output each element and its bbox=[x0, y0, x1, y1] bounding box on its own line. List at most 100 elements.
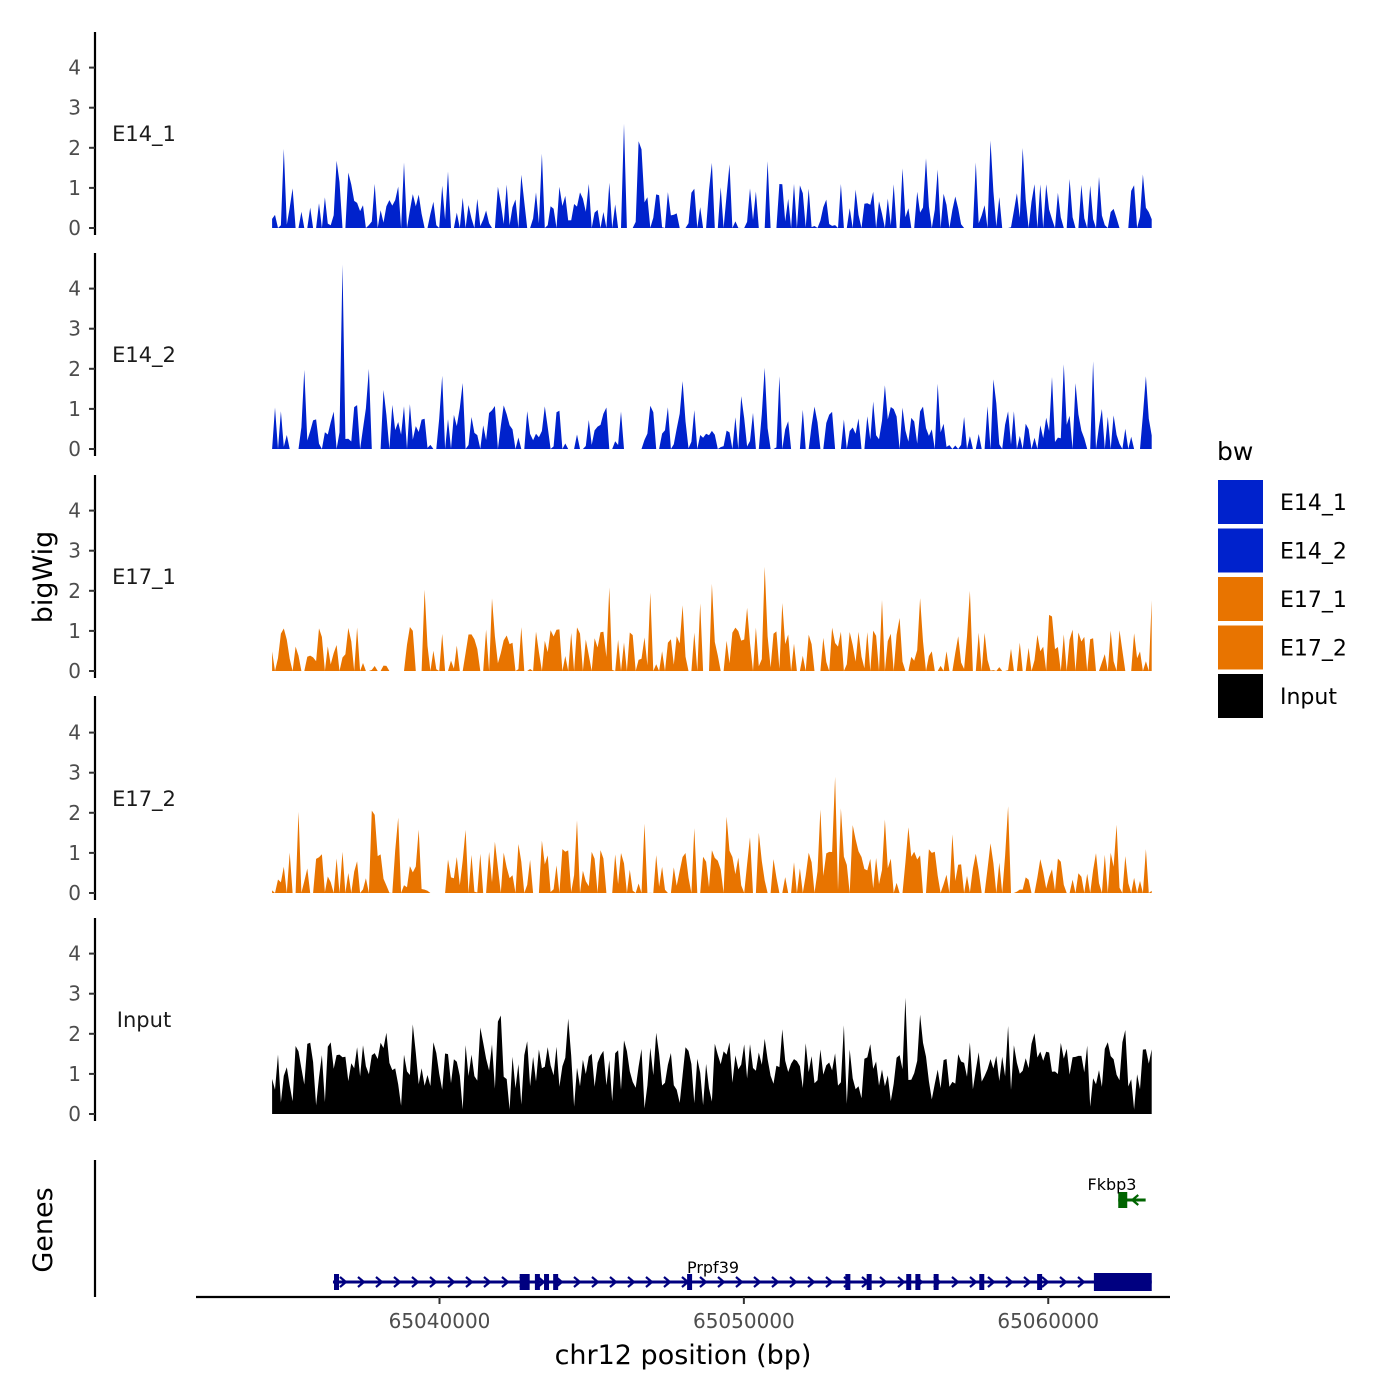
strand-arrow bbox=[609, 1276, 618, 1288]
track-e14-2: 0 1 2 3 4 E14_2 bbox=[68, 253, 1152, 461]
signal-area bbox=[272, 997, 1152, 1114]
track-e14-1: 0 1 2 3 4 E14_1 bbox=[68, 32, 1152, 240]
exon bbox=[906, 1274, 912, 1290]
y-tick-label: 4 bbox=[68, 499, 81, 523]
exon bbox=[915, 1274, 921, 1290]
exon bbox=[933, 1274, 939, 1290]
legend-label: E17_2 bbox=[1280, 637, 1347, 662]
gene-label: Prpf39 bbox=[687, 1258, 739, 1277]
legend-label: E17_1 bbox=[1280, 588, 1347, 613]
y-tick-label: 1 bbox=[68, 176, 81, 200]
strand-arrow bbox=[501, 1276, 510, 1288]
x-tick-label: 65060000 bbox=[997, 1309, 1099, 1333]
exon-utr bbox=[1093, 1273, 1152, 1291]
y-tick-label: 0 bbox=[68, 437, 81, 461]
signal-area bbox=[272, 776, 1152, 893]
strand-arrow bbox=[1130, 1194, 1139, 1206]
signal-area bbox=[272, 566, 1152, 671]
strand-arrow bbox=[645, 1276, 654, 1288]
exon bbox=[1118, 1192, 1128, 1208]
strand-arrow bbox=[483, 1276, 492, 1288]
exon bbox=[687, 1274, 693, 1290]
exon bbox=[979, 1274, 985, 1290]
strand-arrow bbox=[447, 1276, 456, 1288]
strand-arrow bbox=[825, 1276, 834, 1288]
signal-tracks: 0 1 2 3 4 E14_1 0 1 2 3 4 E14_2 0 1 2 3 4 E17_1 0 1 2 3 4 E17_2… bbox=[68, 32, 1152, 1126]
exon bbox=[544, 1274, 550, 1290]
strand-arrow bbox=[393, 1276, 402, 1288]
y-tick-label: 1 bbox=[68, 397, 81, 421]
strand-arrow bbox=[357, 1276, 366, 1288]
exon bbox=[534, 1274, 540, 1290]
legend-label: Input bbox=[1280, 685, 1337, 710]
y-axis-title: bigWig bbox=[28, 531, 59, 624]
x-tick-label: 65040000 bbox=[389, 1309, 491, 1333]
y-tick-label: 3 bbox=[68, 96, 81, 120]
strand-arrow bbox=[429, 1276, 438, 1288]
y-tick-label: 4 bbox=[68, 942, 81, 966]
strand-arrow bbox=[789, 1276, 798, 1288]
y-tick-label: 2 bbox=[68, 1022, 81, 1046]
track-label: E14_2 bbox=[112, 343, 176, 368]
strand-arrow bbox=[1005, 1276, 1014, 1288]
track-e17-2: 0 1 2 3 4 E17_2 bbox=[68, 696, 1152, 905]
strand-arrow bbox=[537, 1276, 546, 1288]
strand-arrow bbox=[717, 1276, 726, 1288]
y-tick-label: 3 bbox=[68, 317, 81, 341]
strand-arrow bbox=[339, 1276, 348, 1288]
y-tick-label: 1 bbox=[68, 1062, 81, 1086]
strand-arrow bbox=[951, 1276, 960, 1288]
track-label: E14_1 bbox=[112, 122, 176, 147]
strand-arrow bbox=[591, 1276, 600, 1288]
signal-area bbox=[272, 123, 1152, 228]
x-tick-label: 65050000 bbox=[693, 1309, 795, 1333]
track-input: 0 1 2 3 4 Input bbox=[68, 918, 1152, 1126]
exon bbox=[1037, 1274, 1043, 1290]
legend-swatch bbox=[1218, 674, 1263, 718]
y-tick-label: 3 bbox=[68, 539, 81, 563]
y-tick-label: 1 bbox=[68, 841, 81, 865]
strand-arrow bbox=[771, 1276, 780, 1288]
y-tick-label: 2 bbox=[68, 136, 81, 160]
strand-arrow bbox=[735, 1276, 744, 1288]
legend-label: E14_2 bbox=[1280, 540, 1347, 565]
track-e17-1: 0 1 2 3 4 E17_1 bbox=[68, 475, 1152, 683]
strand-arrow bbox=[663, 1276, 672, 1288]
legend-swatch bbox=[1218, 625, 1263, 670]
gene-prpf39: Prpf39 bbox=[332, 1258, 1152, 1291]
genes-axis-title: Genes bbox=[28, 1187, 59, 1272]
y-tick-label: 0 bbox=[68, 881, 81, 905]
y-tick-label: 2 bbox=[68, 801, 81, 825]
legend-swatch bbox=[1218, 577, 1263, 621]
x-axis: 65040000 65050000 65060000 bbox=[196, 1295, 1170, 1333]
exon bbox=[845, 1274, 851, 1290]
strand-arrow bbox=[1023, 1276, 1032, 1288]
exon bbox=[334, 1274, 340, 1290]
track-label: E17_1 bbox=[112, 565, 176, 590]
strand-arrow bbox=[753, 1276, 762, 1288]
y-tick-label: 3 bbox=[68, 982, 81, 1006]
legend: bw E14_1 E14_2 E17_1 E17_2 Input bbox=[1217, 437, 1347, 718]
strand-arrow bbox=[1059, 1276, 1068, 1288]
genes-track: Prpf39 Fkbp3 bbox=[93, 1160, 1152, 1297]
strand-arrow bbox=[1041, 1276, 1050, 1288]
strand-arrow bbox=[987, 1276, 996, 1288]
strand-arrow bbox=[375, 1276, 384, 1288]
exon bbox=[553, 1274, 559, 1290]
y-tick-label: 3 bbox=[68, 761, 81, 785]
y-tick-label: 2 bbox=[68, 579, 81, 603]
legend-swatch bbox=[1218, 480, 1263, 524]
signal-area bbox=[272, 264, 1152, 449]
track-label: E17_2 bbox=[112, 787, 176, 812]
strand-arrow bbox=[573, 1276, 582, 1288]
exon bbox=[866, 1274, 872, 1290]
strand-arrow bbox=[969, 1276, 978, 1288]
strand-arrow bbox=[879, 1276, 888, 1288]
legend-label: E14_1 bbox=[1280, 491, 1347, 516]
strand-arrow bbox=[465, 1276, 474, 1288]
gene-fkbp3: Fkbp3 bbox=[1088, 1175, 1146, 1208]
strand-arrow bbox=[699, 1276, 708, 1288]
strand-arrow bbox=[807, 1276, 816, 1288]
legend-swatch bbox=[1218, 528, 1263, 573]
